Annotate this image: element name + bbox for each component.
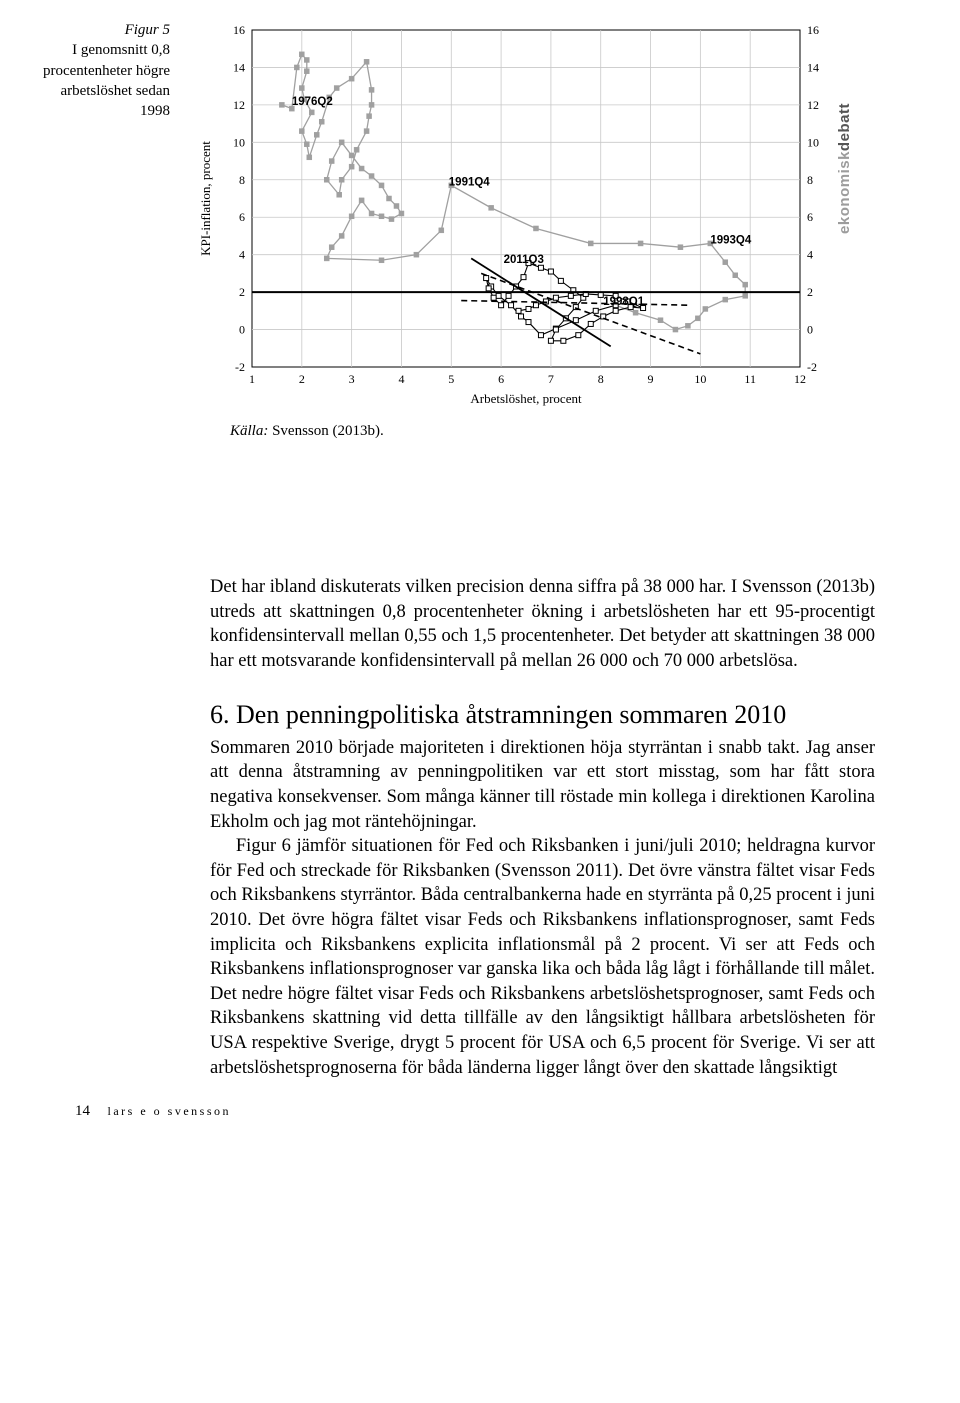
figure-caption: Figur 5 I genomsnitt 0,8 procentenheter … [0,20,170,121]
svg-text:-2: -2 [807,360,817,374]
svg-text:8: 8 [239,173,245,187]
svg-text:10: 10 [233,135,245,149]
paragraph: Sommaren 2010 började majoriteten i dire… [210,736,875,834]
svg-text:6: 6 [239,210,245,224]
figure-number: Figur 5 [0,20,170,40]
source-text: Svensson (2013b). [272,423,384,439]
svg-text:16: 16 [807,23,819,37]
svg-text:6: 6 [807,210,813,224]
svg-text:14: 14 [233,60,245,74]
svg-text:2: 2 [239,285,245,299]
paragraph: Det har ibland diskuterats vilken precis… [210,575,875,673]
svg-text:1: 1 [249,372,255,386]
svg-text:12: 12 [794,372,806,386]
figure-caption-line: 1998 [140,103,170,119]
figure-caption-line: I genomsnitt 0,8 [72,42,170,58]
side-label-plain: ekonomisk [836,151,853,234]
svg-text:1976Q2: 1976Q2 [292,96,333,108]
svg-text:8: 8 [807,173,813,187]
page-number: 14 [75,1103,90,1119]
svg-text:4: 4 [239,248,245,262]
svg-text:KPI-inflation, procent: KPI-inflation, procent [198,141,213,256]
svg-text:Arbetslöshet, procent: Arbetslöshet, procent [470,391,582,406]
svg-text:1993Q4: 1993Q4 [710,234,752,246]
svg-text:2: 2 [299,372,305,386]
svg-text:2: 2 [807,285,813,299]
svg-text:9: 9 [648,372,654,386]
figure-caption-line: arbetslöshet sedan [60,83,170,99]
svg-text:11: 11 [744,372,756,386]
chart-svg: -2-2002244668810101212141416161234567891… [190,20,840,415]
svg-text:-2: -2 [235,360,245,374]
svg-text:4: 4 [398,372,404,386]
figure-caption-line: procentenheter högre [43,63,170,79]
svg-text:3: 3 [349,372,355,386]
svg-text:8: 8 [598,372,604,386]
svg-text:0: 0 [807,323,813,337]
svg-text:1998Q1: 1998Q1 [603,296,645,308]
svg-text:12: 12 [807,98,819,112]
svg-text:1991Q4: 1991Q4 [449,176,491,188]
body-text: Det har ibland diskuterats vilken precis… [210,575,875,1080]
svg-text:0: 0 [239,323,245,337]
source-label: Källa: [230,423,268,439]
page-footer: 14 lars e o svensson [75,1103,231,1120]
svg-text:7: 7 [548,372,554,386]
svg-text:5: 5 [448,372,454,386]
side-vertical-label: ekonomiskdebatt [836,103,853,234]
svg-text:2011Q3: 2011Q3 [504,254,544,266]
svg-text:14: 14 [807,60,819,74]
scatter-chart: -2-2002244668810101212141416161234567891… [190,20,840,415]
svg-text:6: 6 [498,372,504,386]
side-label-bold: debatt [836,103,853,151]
footer-author: lars e o svensson [108,1104,232,1118]
paragraph: Figur 6 jämför situationen för Fed och R… [210,834,875,1080]
svg-text:16: 16 [233,23,245,37]
svg-text:12: 12 [233,98,245,112]
figure-source: Källa: Svensson (2013b). [230,423,885,440]
svg-text:4: 4 [807,248,813,262]
section-heading: 6. Den penningpolitiska åtstramningen so… [210,699,875,732]
svg-text:10: 10 [694,372,706,386]
svg-text:10: 10 [807,135,819,149]
page: Figur 5 I genomsnitt 0,8 procentenheter … [0,0,960,1140]
